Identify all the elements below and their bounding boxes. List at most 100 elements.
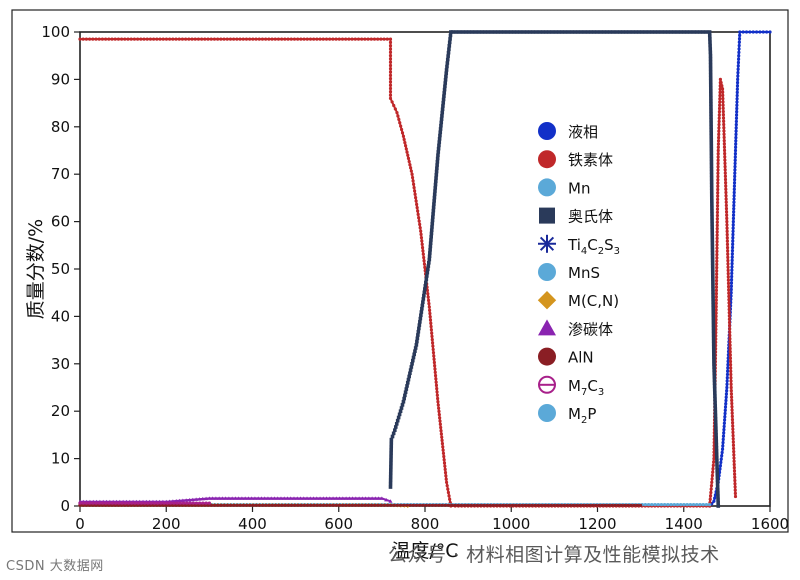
series-point-9 [143,501,147,505]
series-point-3 [419,313,423,318]
series-point-8 [238,503,242,507]
series-point-7 [308,496,313,500]
series-point-3 [711,322,716,327]
series-point-3 [389,454,393,459]
series-point-0 [726,363,730,367]
series-point-3 [709,186,714,191]
series-point-1 [403,144,408,148]
series-point-3 [429,231,434,236]
series-point-1 [731,424,735,428]
series-point-1 [731,443,736,447]
series-point-7 [275,496,280,500]
series-point-1 [712,457,716,461]
series-point-1 [440,435,444,439]
series-point-1 [276,37,281,41]
series-point-8 [498,503,502,507]
series-point-5 [708,502,712,507]
series-point-1 [727,301,731,305]
series-point-3 [711,300,715,304]
series-point-1 [142,37,146,41]
series-point-0 [731,239,735,243]
series-point-3 [709,144,714,148]
series-point-8 [635,503,640,507]
series-point-7 [265,496,270,500]
series-point-1 [410,175,415,180]
series-point-9 [194,501,199,505]
series-point-8 [334,503,338,507]
series-point-1 [425,288,430,293]
series-point-1 [718,87,722,91]
legend-label-5: MnS [568,264,600,282]
series-point-3 [650,30,654,34]
series-point-3 [415,336,420,341]
series-point-0 [761,30,765,34]
series-point-1 [420,245,425,250]
series-point-1 [432,357,436,361]
series-point-1 [415,202,419,206]
series-point-3 [710,251,715,255]
series-point-0 [719,460,723,464]
series-point-3 [709,147,714,152]
series-point-3 [431,215,435,219]
y-axis-label: 质量分数/% [25,219,47,319]
series-point-0 [730,268,734,272]
series-point-1 [725,229,729,233]
series-point-1 [729,379,733,383]
series-point-1 [187,37,191,41]
series-point-1 [709,484,714,488]
series-point-1 [727,291,731,295]
series-point-1 [716,191,720,195]
series-point-1 [81,37,85,41]
series-point-0 [734,116,739,120]
series-point-3 [662,30,667,34]
series-point-0 [726,369,730,373]
series-point-1 [412,189,417,193]
series-point-1 [715,259,719,263]
series-point-9 [207,501,211,505]
series-point-8 [337,503,342,507]
series-point-0 [735,84,740,88]
series-point-1 [161,37,165,41]
series-point-1 [222,37,226,41]
series-point-7 [278,496,283,500]
series-point-5 [672,502,676,507]
series-point-8 [379,503,383,507]
series-point-0 [738,30,742,34]
series-point-1 [716,155,720,159]
series-point-0 [733,171,737,175]
series-point-8 [606,503,611,507]
series-point-3 [409,365,414,369]
series-point-8 [219,503,223,507]
series-point-3 [430,221,435,226]
series-point-1 [254,37,258,41]
series-point-5 [650,502,654,507]
series-point-3 [553,30,558,34]
series-point-1 [376,37,380,41]
series-point-0 [731,229,735,233]
series-point-5 [691,502,696,507]
series-point-1 [725,220,729,224]
series-point-1 [315,37,319,41]
series-point-1 [714,301,718,305]
series-point-3 [701,30,706,34]
series-point-1 [421,252,425,256]
series-point-1 [727,320,732,325]
series-point-0 [734,142,738,146]
series-point-1 [212,37,217,41]
series-point-5 [663,502,667,507]
series-point-3 [476,30,481,34]
series-point-3 [449,30,453,34]
series-point-1 [726,255,730,259]
series-point-8 [305,503,310,507]
series-point-1 [727,317,732,321]
series-point-8 [616,503,620,507]
series-point-8 [395,503,399,507]
series-point-3 [582,30,587,34]
series-point-3 [711,303,715,308]
series-point-1 [388,50,393,54]
series-point-8 [574,503,579,507]
series-point-1 [714,314,718,318]
series-point-1 [733,482,737,486]
series-point-1 [408,163,412,167]
series-point-1 [725,239,729,243]
